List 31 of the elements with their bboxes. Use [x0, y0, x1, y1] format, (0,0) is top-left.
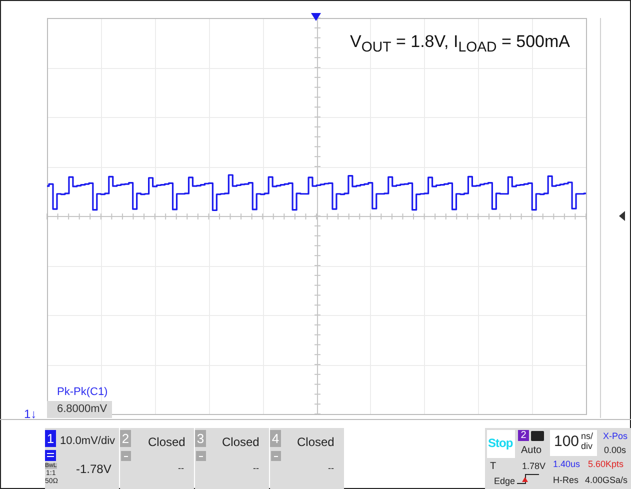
text: 0.00s: [604, 445, 626, 455]
text: 6.8000mV: [47, 401, 112, 418]
text: --: [178, 463, 184, 473]
text: H-Res: [553, 475, 579, 485]
text: T: [490, 461, 496, 472]
text: 4: [270, 430, 281, 447]
text: ns/: [581, 431, 594, 441]
text: 1.40us: [553, 459, 580, 469]
text: 10.0mV/div: [60, 435, 116, 447]
text: Closed: [222, 435, 260, 449]
text: 2: [518, 430, 529, 441]
text: Closed: [297, 435, 334, 449]
text: --: [253, 463, 259, 473]
chart-title: V$_{OUT}$ = 1.8V, I$_{LOAD}$ = 500mA: [350, 32, 570, 56]
text: Stop: [488, 436, 513, 450]
text: 1↓: [24, 407, 37, 421]
text: 100: [554, 433, 580, 450]
text: 4.00GSa/s: [585, 475, 628, 485]
text: Pk-Pk(C1): [57, 386, 108, 398]
text: 1: [45, 430, 56, 447]
text: 2: [120, 430, 131, 447]
text: 3: [195, 430, 206, 447]
text: -1.78V: [76, 462, 112, 476]
text: X-Pos: [603, 431, 628, 441]
text: 5.60Kpts: [588, 459, 624, 469]
text: Auto: [521, 445, 542, 456]
text: --: [328, 463, 334, 473]
text: Edge: [494, 476, 516, 486]
text: Closed: [148, 435, 186, 449]
text: 1.78V: [522, 461, 546, 471]
text: div: [581, 441, 593, 451]
